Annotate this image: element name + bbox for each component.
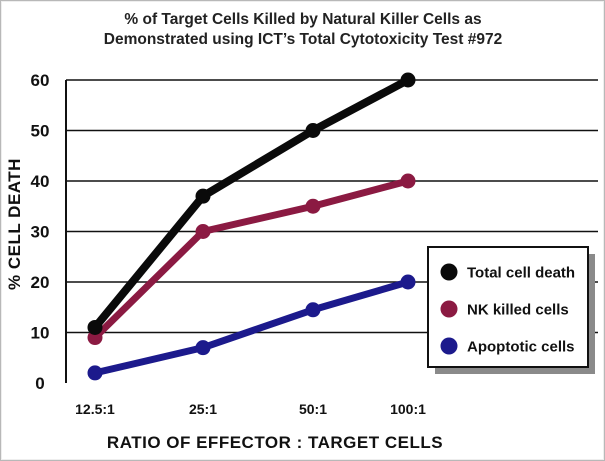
y-tick-label-60: 60 xyxy=(31,71,50,90)
series-line-0 xyxy=(91,76,412,332)
series-line-2 xyxy=(91,278,412,377)
y-tick-label-20: 20 xyxy=(31,273,50,292)
x-tick-label-1: 25:1 xyxy=(189,401,217,417)
series-group xyxy=(87,72,416,381)
series-2 xyxy=(87,274,416,381)
legend-items: Total cell death NK killed cells Apoptotic… xyxy=(440,263,575,356)
series-1-point-1 xyxy=(195,224,211,239)
x-tick-label-2: 50:1 xyxy=(299,401,327,417)
series-1-point-2 xyxy=(305,198,321,214)
legend: Total cell death NK killed cells Apoptotic… xyxy=(427,246,595,374)
x-axis-label: RATIO OF EFFECTOR : TARGET CELLS xyxy=(107,433,443,452)
y-tick-label-30: 30 xyxy=(31,223,50,242)
series-2-point-0 xyxy=(87,365,103,381)
chart-title-line-1: % of Target Cells Killed by Natural Kill… xyxy=(124,11,481,28)
y-tick-labels: 0 10 20 30 40 50 60 xyxy=(31,71,50,393)
series-1 xyxy=(87,173,416,346)
legend-marker-2 xyxy=(440,337,458,355)
legend-label-0: Total cell death xyxy=(467,265,575,282)
y-tick-label-0: 0 xyxy=(35,374,44,393)
legend-marker-1 xyxy=(440,300,458,318)
y-tick-label-10: 10 xyxy=(31,324,50,343)
y-tick-label-50: 50 xyxy=(31,122,50,141)
series-0 xyxy=(87,72,416,335)
legend-label-2: Apoptotic cells xyxy=(467,339,575,356)
series-1-point-3 xyxy=(400,173,416,189)
series-2-point-2 xyxy=(305,302,321,318)
series-0-point-1 xyxy=(195,188,211,204)
series-2-point-3 xyxy=(400,274,416,290)
series-0-point-3 xyxy=(400,72,416,88)
legend-marker-0 xyxy=(440,263,458,281)
series-0-point-0 xyxy=(87,319,103,335)
x-tick-label-0: 12.5:1 xyxy=(75,401,115,417)
series-0-point-2 xyxy=(305,123,321,138)
x-tick-label-3: 100:1 xyxy=(390,401,426,417)
series-2-point-1 xyxy=(195,340,211,356)
y-tick-label-40: 40 xyxy=(31,172,50,191)
y-axis-label: % CELL DEATH xyxy=(5,158,24,290)
series-line-1 xyxy=(91,177,412,342)
legend-label-1: NK killed cells xyxy=(467,302,569,319)
chart-title-line-2: Demonstrated using ICT’s Total Cytotoxic… xyxy=(104,31,503,48)
x-tick-labels: 12.5:1 25:1 50:1 100:1 xyxy=(75,401,426,417)
